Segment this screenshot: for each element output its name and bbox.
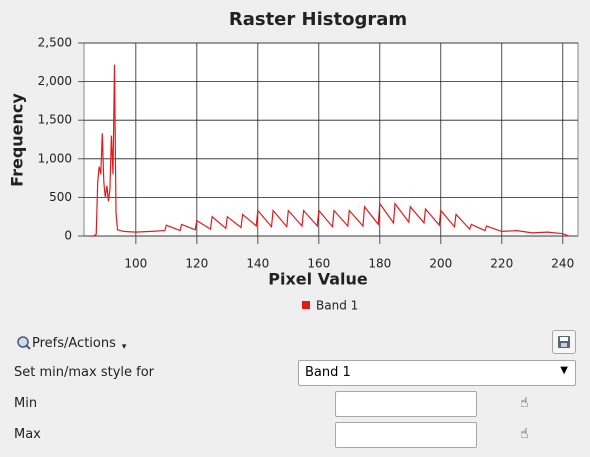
select-arrow: ▼ [560, 365, 568, 376]
y-axis-label: Frequency [8, 93, 27, 187]
save-icon [558, 336, 570, 348]
save-button[interactable] [552, 330, 576, 354]
max-input[interactable] [335, 422, 477, 448]
plot-area [83, 42, 579, 237]
style-select[interactable]: Band 1 ▼ [298, 360, 576, 386]
prefs-icon [17, 336, 31, 350]
x-tick-label: 180 [368, 257, 391, 271]
x-tick-label: 120 [185, 257, 208, 271]
max-label: Max [14, 427, 41, 442]
x-tick-label: 200 [429, 257, 452, 271]
dropdown-arrow: ▾ [121, 342, 127, 352]
legend-label: Band 1 [316, 299, 358, 313]
x-tick-label: 160 [307, 257, 330, 271]
max-picker[interactable]: ☝ [520, 426, 529, 442]
y-tick-label: 0 [64, 229, 72, 243]
y-tick-label: 2,500 [38, 36, 72, 50]
y-tick-label: 2,000 [38, 74, 72, 88]
style-select-value: Band 1 [305, 365, 351, 380]
x-axis-label: Pixel Value [268, 270, 368, 289]
x-tick-label: 100 [124, 257, 147, 271]
y-tick-label: 1,000 [38, 151, 72, 165]
prefs-label: Prefs/Actions [32, 335, 116, 351]
chart-title: Raster Histogram [229, 9, 407, 30]
min-label: Min [14, 396, 38, 411]
min-picker[interactable]: ☝ [520, 395, 529, 411]
x-tick-label: 240 [551, 257, 574, 271]
y-tick-label: 1,500 [38, 113, 72, 127]
min-input[interactable] [335, 391, 477, 417]
style-label: Set min/max style for [14, 365, 155, 380]
legend-swatch [302, 301, 310, 309]
x-tick-label: 220 [490, 257, 513, 271]
chart: Raster Histogram Pixel Value Frequency B… [8, 9, 579, 313]
prefs-button[interactable]: Prefs/Actions ▾ [16, 334, 126, 352]
y-tick-label: 500 [49, 190, 72, 204]
histogram-line [90, 64, 570, 237]
x-tick-label: 140 [246, 257, 269, 271]
